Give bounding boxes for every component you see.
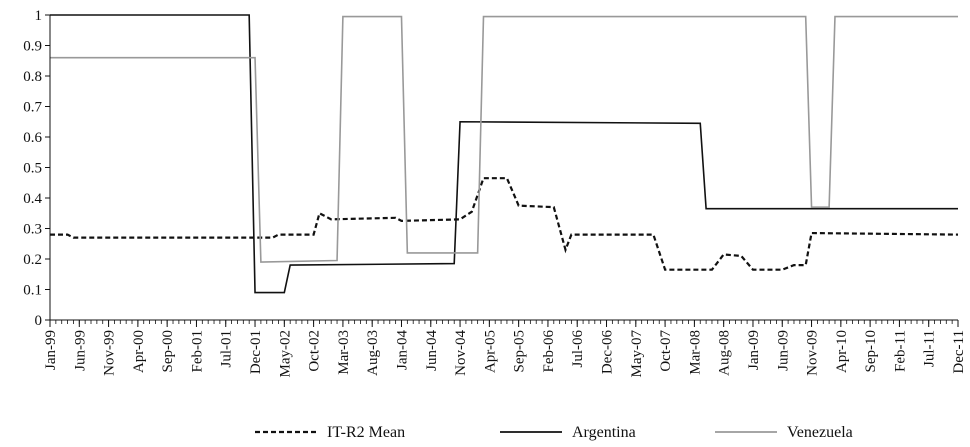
legend-label: IT-R2 Mean bbox=[327, 424, 405, 441]
y-tick-label: 0.2 bbox=[23, 252, 42, 268]
series-line-venezuela bbox=[50, 15, 958, 263]
x-tick-label: Feb-01 bbox=[189, 330, 205, 373]
x-tick-label: Aug-03 bbox=[365, 330, 381, 376]
y-tick-label: 0.4 bbox=[23, 191, 42, 207]
x-tick-label: Jul-01 bbox=[219, 330, 235, 368]
x-tick-label: Nov-04 bbox=[453, 330, 469, 376]
x-tick-label: Nov-09 bbox=[805, 330, 821, 376]
y-tick-label: 0.3 bbox=[23, 222, 42, 238]
x-tick-label: Oct-07 bbox=[658, 330, 674, 372]
y-tick-label: 0.5 bbox=[23, 161, 42, 177]
x-tick-label: May-07 bbox=[629, 330, 645, 378]
x-tick-label: Apr-00 bbox=[131, 330, 147, 373]
x-tick-label: Mar-08 bbox=[687, 330, 703, 375]
x-tick-label: Feb-06 bbox=[541, 330, 557, 373]
y-tick-label: 0 bbox=[35, 313, 43, 329]
x-tick-label: Nov-99 bbox=[102, 330, 118, 376]
x-tick-label: May-02 bbox=[277, 330, 293, 378]
x-tick-label: Jun-04 bbox=[424, 330, 440, 371]
y-tick-label: 1 bbox=[35, 8, 43, 24]
legend-label: Argentina bbox=[572, 424, 636, 441]
x-tick-label: Dec-01 bbox=[248, 330, 264, 374]
x-tick-label: Jan-04 bbox=[394, 330, 410, 370]
x-tick-label: Dec-06 bbox=[600, 330, 616, 375]
series-line-it-r2-mean bbox=[50, 177, 959, 271]
x-tick-label: Sep-00 bbox=[160, 330, 176, 373]
x-tick-label: Dec-11 bbox=[951, 330, 967, 374]
x-tick-label: Aug-08 bbox=[717, 330, 733, 376]
x-tick-label: Jun-99 bbox=[72, 330, 88, 371]
x-tick-label: Jun-09 bbox=[775, 330, 791, 371]
x-tick-label: Jul-11 bbox=[922, 330, 938, 367]
series-line-argentina bbox=[50, 14, 958, 294]
x-tick-label: Jan-99 bbox=[43, 330, 59, 370]
x-tick-label: Mar-03 bbox=[336, 330, 352, 375]
x-tick-label: Oct-02 bbox=[307, 330, 323, 372]
y-tick-label: 0.7 bbox=[23, 100, 42, 116]
x-tick-label: Sep-10 bbox=[863, 330, 879, 373]
y-tick-label: 0.9 bbox=[23, 39, 42, 55]
x-tick-label: Feb-11 bbox=[892, 330, 908, 372]
x-tick-label: Apr-10 bbox=[834, 330, 850, 373]
legend-label: Venezuela bbox=[787, 424, 853, 441]
y-tick-label: 0.6 bbox=[23, 130, 42, 146]
y-tick-label: 0.8 bbox=[23, 69, 42, 85]
x-tick-label: Sep-05 bbox=[512, 330, 528, 373]
plot-area bbox=[50, 14, 959, 294]
legend: IT-R2 Mean Argentina Venezuela bbox=[255, 424, 853, 441]
y-tick-label: 0.1 bbox=[23, 283, 42, 299]
x-tick-label: Jul-06 bbox=[570, 330, 586, 368]
x-axis: Jan-99 Jun-99 Nov-99 Apr-00 Sep-00 Feb-01 Jul-… bbox=[43, 319, 967, 378]
x-tick-label: Jan-09 bbox=[746, 330, 762, 370]
y-axis: 0 0.1 0.2 0.3 0.4 0.5 0.6 0.7 0.8 0.9 1 bbox=[23, 8, 51, 329]
x-tick-label: Apr-05 bbox=[482, 330, 498, 373]
